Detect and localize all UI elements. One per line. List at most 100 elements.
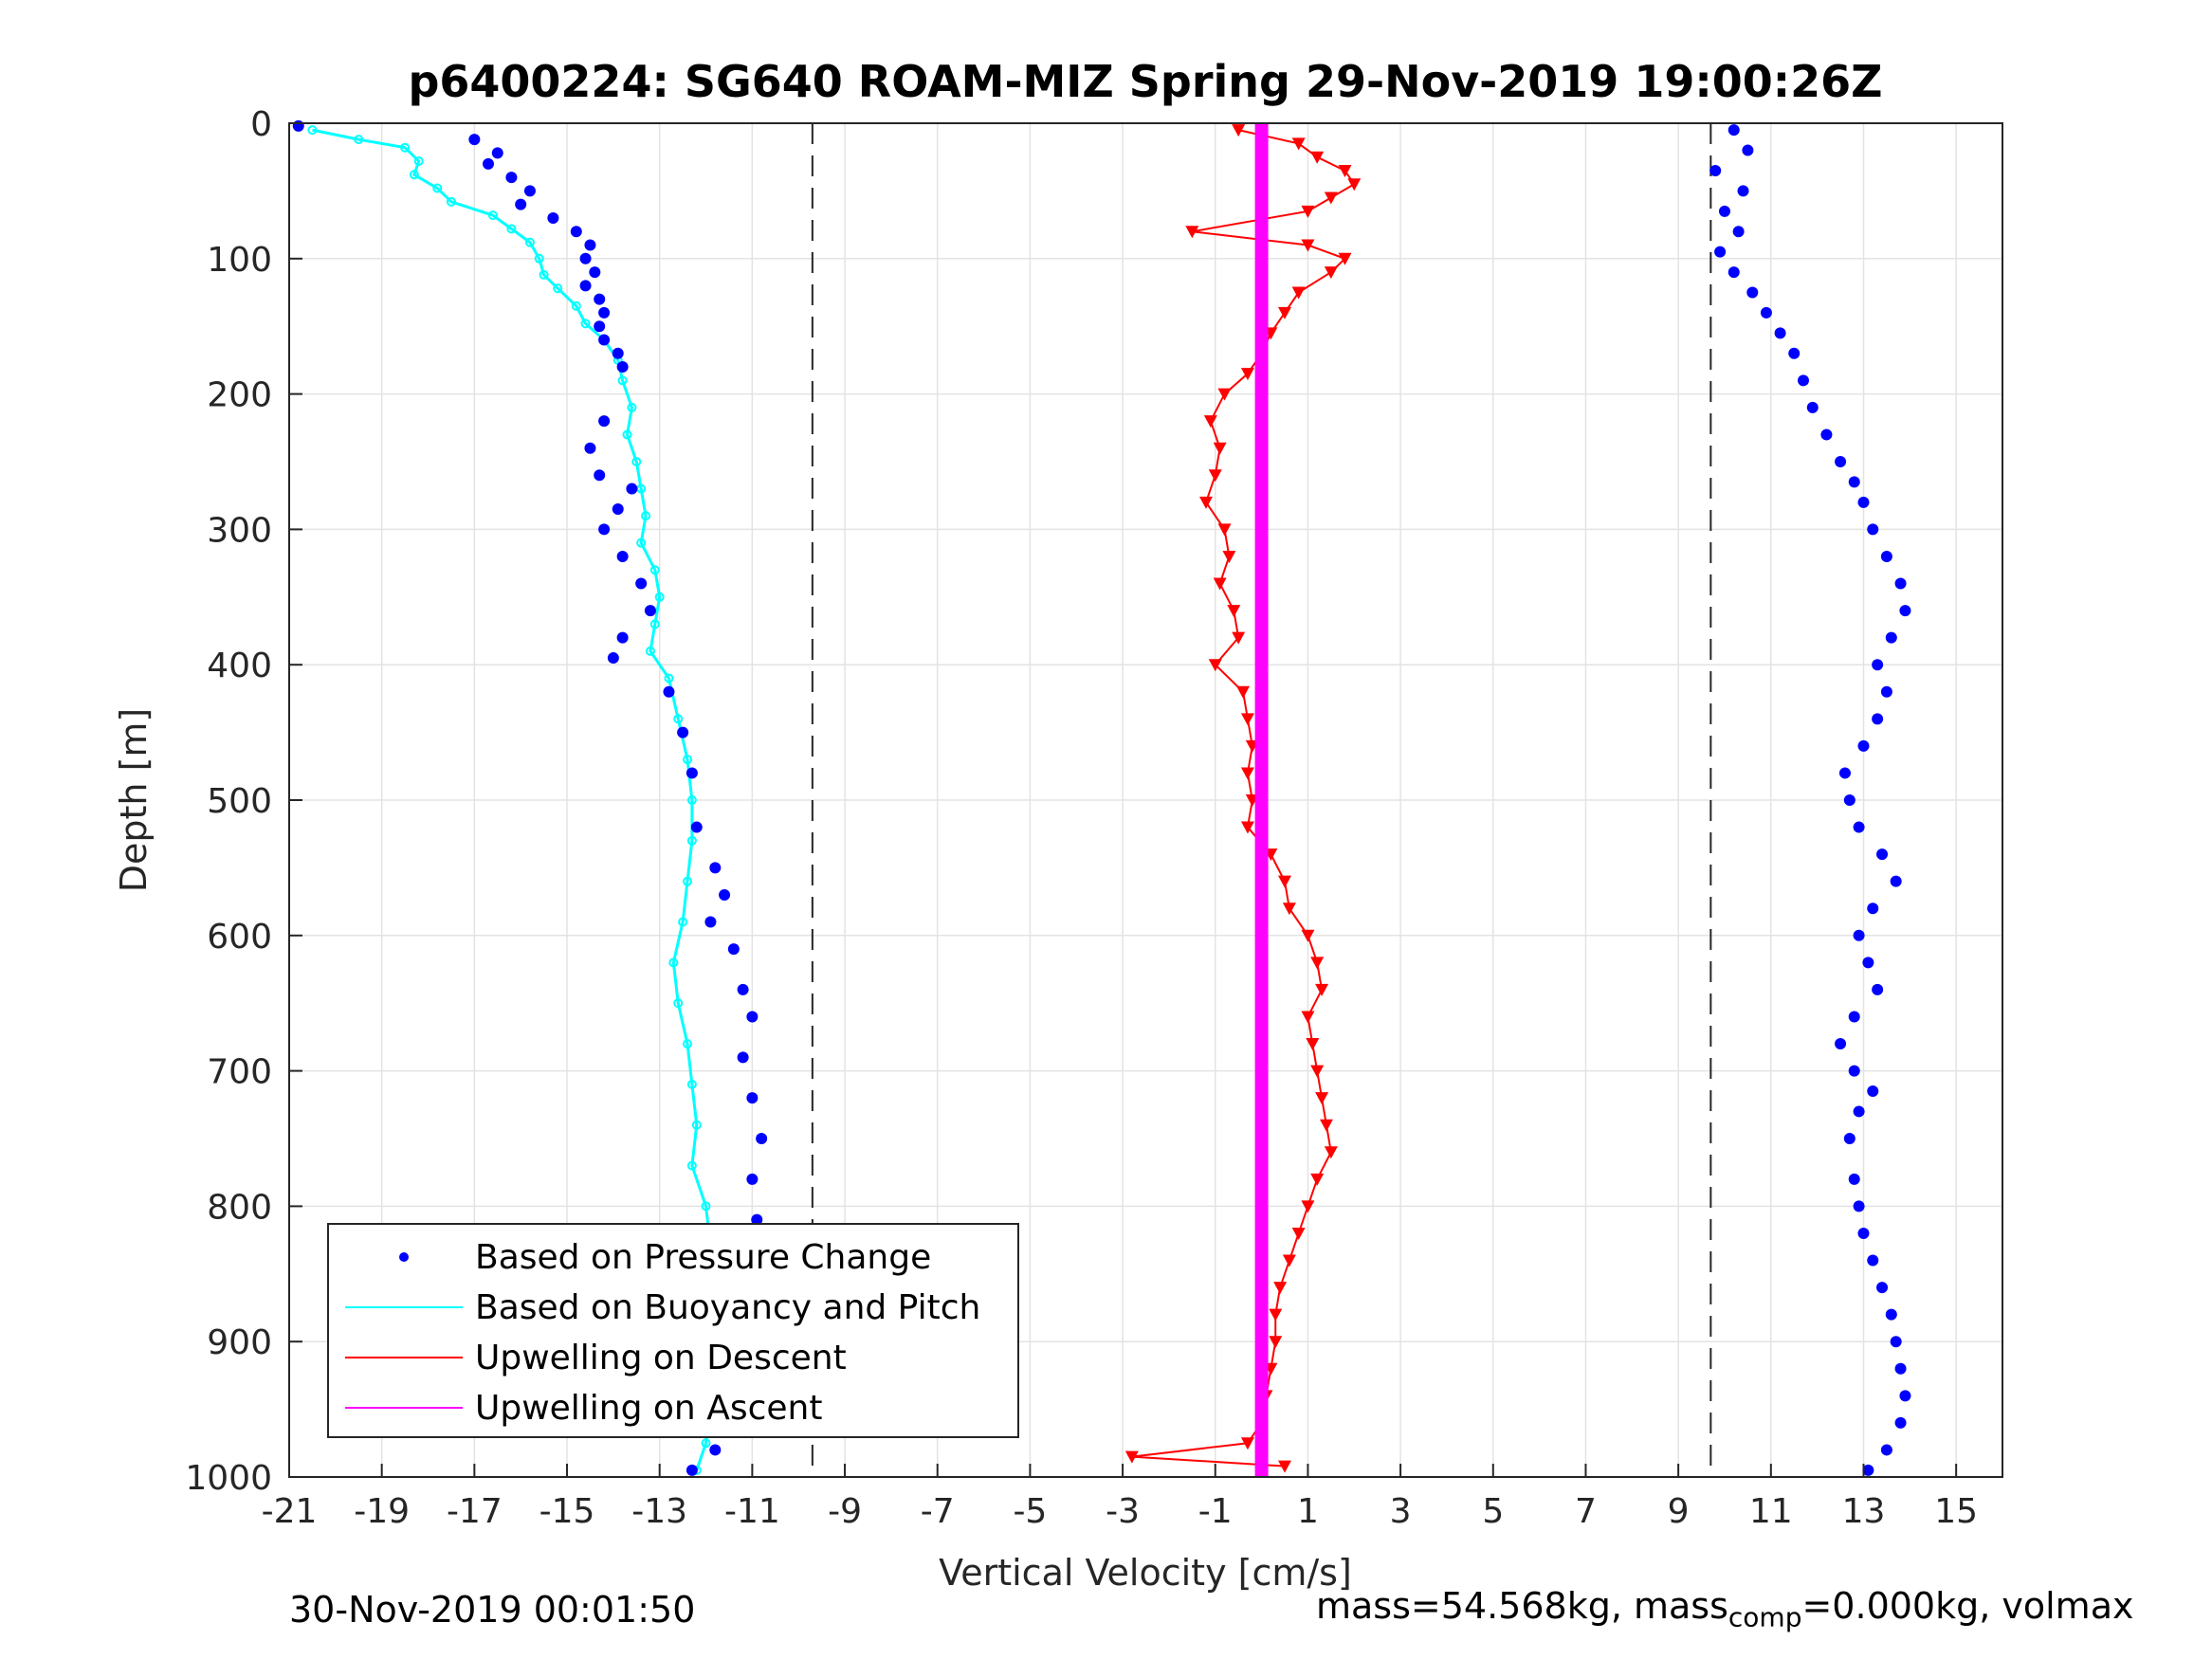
x-tick-label: 13: [1842, 1492, 1886, 1531]
buoyancy-pitch-point: [683, 755, 693, 765]
upwelling-descent-marker: [1232, 124, 1246, 137]
pressure-change-point: [690, 821, 703, 833]
buoyancy-pitch-point: [400, 142, 411, 153]
x-tick-label: -1: [1198, 1492, 1233, 1531]
upwelling-descent-marker: [1240, 821, 1254, 834]
pressure-change-point: [1774, 327, 1786, 339]
upwelling-descent-marker: [1310, 957, 1325, 970]
buoyancy-pitch-point: [636, 538, 647, 548]
buoyancy-pitch-point: [617, 375, 628, 386]
upwelling-descent-marker: [1213, 577, 1227, 591]
pressure-change-point: [1872, 659, 1884, 671]
pressure-change-point: [1894, 1362, 1907, 1375]
pressure-change-point: [1797, 374, 1809, 387]
buoyancy-pitch-point: [645, 646, 655, 656]
pressure-change-point: [1853, 821, 1865, 833]
buoyancy-pitch-point: [683, 1039, 693, 1049]
pressure-change-point: [579, 280, 592, 292]
upwelling-descent-marker: [1347, 178, 1362, 191]
upwelling-descent-marker: [1306, 1038, 1320, 1051]
pressure-change-point: [483, 157, 495, 170]
buoyancy-pitch-point: [307, 125, 318, 136]
upwelling-descent-marker: [1240, 767, 1254, 780]
pressure-change-point: [677, 726, 689, 738]
pressure-change-point: [751, 1213, 763, 1226]
y-tick-label: 500: [207, 782, 272, 821]
upwelling-descent-marker: [1227, 605, 1241, 618]
pressure-change-point: [616, 631, 629, 644]
legend-label: Based on Pressure Change: [475, 1238, 931, 1277]
upwelling-descent-marker: [1236, 685, 1251, 699]
upwelling-descent-marker: [1324, 1146, 1338, 1159]
x-axis-label: Vertical Velocity [cm/s]: [939, 1552, 1352, 1594]
pressure-change-point: [1899, 605, 1911, 617]
buoyancy-pitch-point: [354, 135, 364, 145]
buoyancy-pitch-point: [678, 917, 688, 927]
pressure-change-point: [1732, 226, 1745, 238]
pressure-change-point: [737, 1051, 749, 1064]
buoyancy-pitch-point: [409, 170, 419, 180]
pressure-change-point: [709, 1444, 722, 1456]
upwelling-descent-marker: [1291, 1227, 1306, 1240]
upwelling-descent-marker: [1338, 164, 1352, 177]
pressure-change-point: [644, 605, 656, 617]
pressure-change-point: [1742, 144, 1754, 156]
upwelling-descent-marker: [1291, 286, 1306, 300]
x-tick-label: -17: [447, 1492, 503, 1531]
pressure-change-point: [589, 266, 601, 279]
pressure-change-point: [1835, 456, 1847, 467]
pressure-change-point: [1876, 848, 1889, 861]
pressure-change-point: [635, 577, 648, 590]
upwelling-descent-marker: [1338, 252, 1352, 265]
upwelling-descent-marker: [1301, 205, 1315, 218]
pressure-change-point: [616, 361, 629, 374]
upwelling-descent-marker: [1324, 191, 1338, 205]
pressure-change-point: [737, 983, 749, 995]
pressure-change-point: [1857, 496, 1870, 508]
buoyancy-pitch-point: [631, 457, 642, 466]
pressure-change-point: [598, 306, 611, 319]
upwelling-descent-marker: [1315, 983, 1329, 996]
pressure-change-point: [1848, 1173, 1860, 1185]
y-tick-label: 800: [207, 1188, 272, 1227]
buoyancy-pitch-point: [641, 511, 651, 521]
pressure-change-point: [1862, 1464, 1874, 1476]
y-axis-label: Depth [m]: [113, 708, 155, 893]
pressure-change-point: [1714, 246, 1727, 258]
x-tick-label: -11: [724, 1492, 780, 1531]
pressure-change-point: [1746, 286, 1759, 299]
buoyancy-pitch-point: [524, 237, 535, 247]
y-axis-ticks: 0 100 200 300 400 500 600 700 800 900 1000: [185, 105, 302, 1498]
pressure-change-point: [598, 334, 611, 346]
pressure-change-point: [626, 483, 638, 495]
pressure-change-point: [547, 211, 559, 224]
pressure-change-point: [704, 916, 717, 928]
pressure-change-point: [468, 134, 481, 146]
upwelling-descent-marker: [1310, 1065, 1325, 1078]
pressure-change-point: [1894, 577, 1907, 590]
upwelling-descent-marker: [1208, 659, 1222, 672]
pressure-change-point: [1835, 1038, 1847, 1050]
upwelling-descent-marker: [1310, 1173, 1325, 1186]
pressure-change-point: [292, 119, 304, 132]
pressure-change-point: [1880, 1444, 1892, 1456]
pressure-change-point: [746, 1092, 759, 1104]
buoyancy-pitch-point: [627, 402, 637, 412]
buoyancy-pitch-point: [534, 253, 544, 264]
y-tick-label: 900: [207, 1323, 272, 1362]
upwelling-descent-marker: [1278, 306, 1292, 319]
buoyancy-pitch-point: [673, 998, 684, 1009]
y-tick-label: 400: [207, 647, 272, 685]
upwelling-descent-marker: [1217, 388, 1232, 401]
x-tick-label: -13: [631, 1492, 687, 1531]
pressure-change-point: [1853, 929, 1865, 941]
buoyancy-pitch-point: [622, 429, 632, 440]
pressure-change-point: [1848, 476, 1860, 488]
buoyancy-pitch-point: [686, 1079, 697, 1089]
buoyancy-pitch-point: [683, 876, 693, 886]
x-tick-label: 15: [1934, 1492, 1978, 1531]
pressure-change-point: [1848, 1065, 1860, 1077]
upwelling-descent-marker: [1301, 1011, 1315, 1024]
buoyancy-pitch-point: [654, 592, 665, 602]
